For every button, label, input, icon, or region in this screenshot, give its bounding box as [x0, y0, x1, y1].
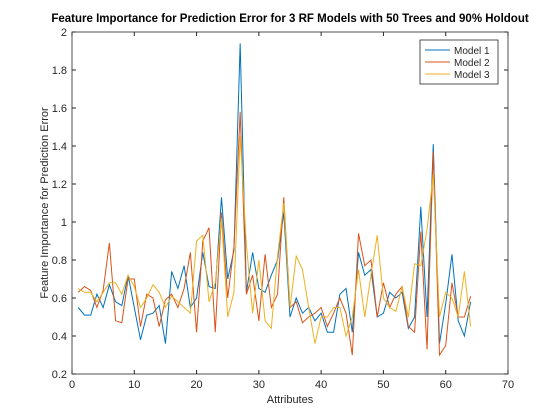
x-tick-label: 0: [69, 379, 75, 391]
x-tick-label: 20: [190, 379, 202, 391]
y-tick-label: 0.2: [52, 369, 67, 381]
y-tick-label: 0.6: [52, 293, 67, 305]
axes-box: [71, 31, 509, 375]
x-tick-label: 10: [128, 379, 140, 391]
x-tick-label: 40: [315, 379, 327, 391]
y-tick-label: 1.2: [52, 179, 67, 191]
legend-label: Model 2: [454, 58, 490, 69]
y-tick-label: 2: [61, 27, 67, 39]
x-tick-label: 50: [377, 379, 389, 391]
y-tick-label: 1.6: [52, 103, 67, 115]
legend-label: Model 3: [454, 70, 490, 81]
series-line: [77, 136, 472, 344]
y-tick-label: 0.8: [52, 255, 67, 267]
x-tick-label: 30: [253, 379, 265, 391]
legend-label: Model 1: [454, 46, 490, 57]
y-tick-label: 1.8: [52, 65, 67, 77]
x-tick-label: 60: [440, 379, 452, 391]
y-tick-label: 1: [61, 217, 67, 229]
x-tick-label: 70: [502, 379, 514, 391]
series-line: [77, 111, 472, 357]
x-axis-label: Attributes: [267, 394, 314, 406]
chart-title: Feature Importance for Prediction Error …: [51, 13, 529, 25]
series-line: [77, 43, 472, 344]
y-tick-label: 1.4: [52, 141, 67, 153]
y-tick-label: 0.4: [52, 331, 67, 343]
y-axis-label: Feature Importance for Prediction Error: [39, 107, 51, 299]
